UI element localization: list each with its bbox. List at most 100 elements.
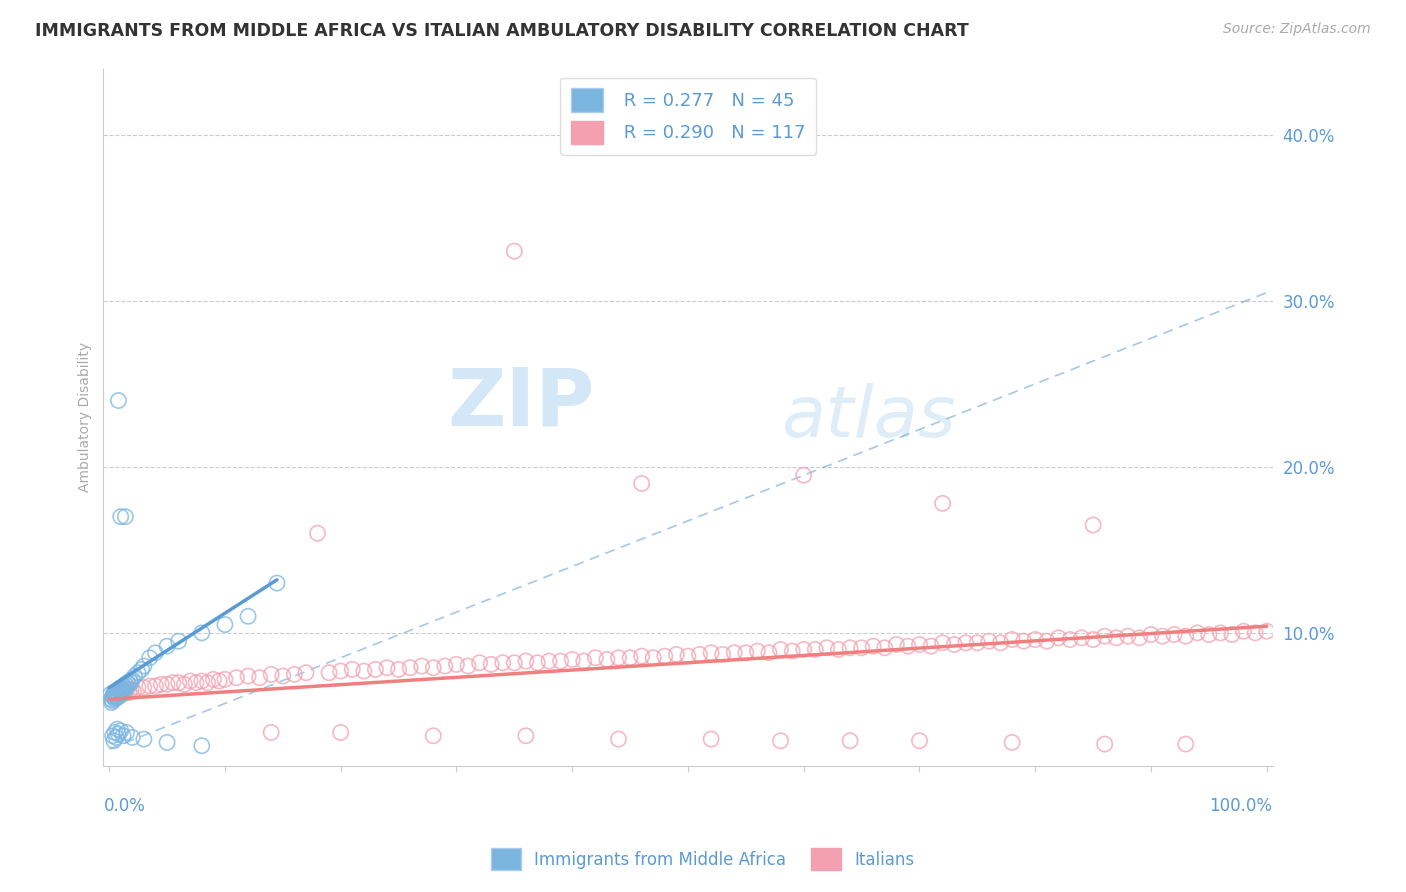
Point — [630, 476, 652, 491]
Point — [120, 682, 142, 697]
Point — [943, 638, 966, 652]
Point — [98, 687, 121, 701]
Point — [117, 675, 139, 690]
Point — [734, 646, 756, 660]
Text: atlas: atlas — [782, 383, 956, 451]
Point — [503, 656, 526, 670]
Point — [100, 696, 122, 710]
Point — [249, 671, 271, 685]
Point — [105, 690, 128, 705]
Point — [1094, 629, 1116, 643]
Point — [110, 685, 132, 699]
Point — [1220, 627, 1243, 641]
Point — [492, 656, 515, 670]
Point — [839, 640, 862, 655]
Point — [110, 681, 132, 695]
Point — [112, 681, 135, 695]
Point — [433, 659, 456, 673]
Point — [977, 634, 1000, 648]
Point — [266, 576, 288, 591]
Point — [1081, 632, 1104, 647]
Point — [793, 642, 815, 657]
Point — [101, 689, 124, 703]
Point — [145, 646, 167, 660]
Point — [167, 675, 190, 690]
Point — [107, 393, 129, 408]
Point — [260, 667, 283, 681]
Point — [561, 652, 583, 666]
Point — [700, 732, 723, 747]
Point — [111, 687, 134, 701]
Point — [107, 682, 129, 697]
Point — [1152, 629, 1174, 643]
Point — [121, 731, 143, 745]
Point — [131, 662, 153, 676]
Point — [503, 244, 526, 259]
Point — [596, 652, 619, 666]
Point — [118, 677, 141, 691]
Point — [353, 664, 375, 678]
Point — [387, 662, 409, 676]
Point — [191, 673, 214, 688]
Point — [723, 646, 745, 660]
Point — [236, 669, 259, 683]
Point — [1256, 624, 1278, 639]
Point — [115, 679, 138, 693]
Point — [1174, 737, 1197, 751]
Point — [112, 729, 135, 743]
Point — [105, 684, 128, 698]
Point — [375, 661, 398, 675]
Point — [862, 639, 884, 653]
Point — [931, 496, 953, 510]
Point — [145, 679, 167, 693]
Point — [897, 639, 920, 653]
Point — [156, 639, 179, 653]
Point — [990, 636, 1012, 650]
Point — [124, 669, 146, 683]
Point — [104, 725, 127, 739]
Point — [127, 665, 149, 680]
Point — [307, 526, 329, 541]
Point — [1070, 631, 1092, 645]
Point — [202, 673, 225, 687]
Point — [156, 735, 179, 749]
Point — [769, 642, 792, 657]
Point — [839, 733, 862, 747]
Point — [1001, 735, 1024, 749]
Point — [747, 644, 769, 658]
Point — [550, 654, 572, 668]
Point — [225, 671, 247, 685]
Point — [112, 682, 135, 697]
Point — [955, 636, 977, 650]
Point — [101, 729, 124, 743]
Point — [700, 646, 723, 660]
Point — [114, 677, 136, 691]
Point — [108, 689, 131, 703]
Point — [920, 639, 942, 653]
Point — [120, 675, 142, 690]
Point — [184, 675, 207, 690]
Legend:  R = 0.277   N = 45,  R = 0.290   N = 117: R = 0.277 N = 45, R = 0.290 N = 117 — [560, 78, 815, 154]
Text: ZIP: ZIP — [447, 364, 595, 442]
Point — [411, 659, 433, 673]
Point — [179, 673, 201, 688]
Point — [103, 685, 125, 699]
Point — [1059, 632, 1081, 647]
Point — [236, 609, 259, 624]
Point — [468, 656, 491, 670]
Point — [793, 468, 815, 483]
Point — [815, 640, 838, 655]
Point — [654, 649, 676, 664]
Text: 100.0%: 100.0% — [1209, 797, 1272, 815]
Point — [115, 725, 138, 739]
Point — [127, 681, 149, 695]
Point — [1187, 625, 1209, 640]
Point — [118, 685, 141, 699]
Point — [526, 656, 548, 670]
Legend: Immigrants from Middle Africa, Italians: Immigrants from Middle Africa, Italians — [485, 842, 921, 877]
Point — [108, 684, 131, 698]
Point — [103, 690, 125, 705]
Point — [103, 733, 125, 747]
Point — [908, 733, 931, 747]
Point — [1128, 631, 1150, 645]
